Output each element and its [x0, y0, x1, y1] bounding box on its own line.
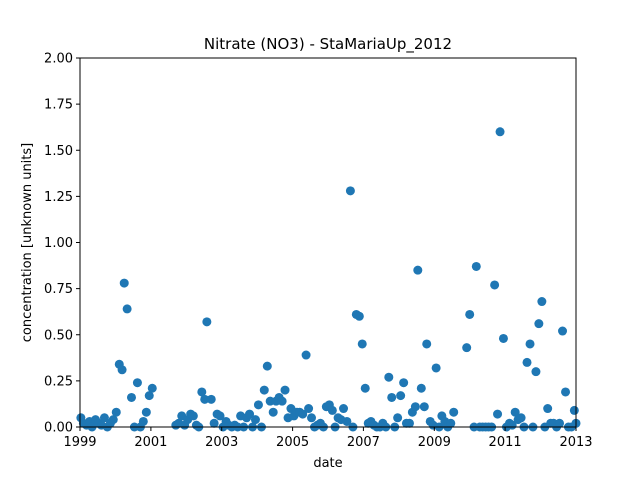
data-point	[413, 265, 423, 275]
data-point	[262, 361, 272, 371]
data-point	[250, 415, 260, 425]
data-point	[431, 363, 441, 373]
data-point	[280, 385, 290, 395]
data-point	[387, 392, 397, 402]
data-point	[410, 402, 420, 412]
data-point	[510, 407, 520, 417]
data-point	[138, 416, 148, 426]
data-point	[298, 409, 308, 419]
data-point	[259, 385, 269, 395]
y-tick-label: 1.25	[44, 190, 73, 205]
data-point	[147, 383, 157, 393]
data-point	[277, 396, 287, 406]
data-point	[307, 413, 317, 423]
data-point	[360, 383, 370, 393]
data-point	[516, 413, 526, 423]
data-point	[122, 304, 132, 314]
data-point	[404, 418, 414, 428]
data-point	[396, 391, 406, 401]
data-point	[345, 186, 355, 196]
data-point	[197, 387, 207, 397]
data-point	[393, 413, 403, 423]
x-tick-label: 2003	[205, 435, 238, 450]
data-point	[108, 415, 118, 425]
y-axis-label: concentration [unknown units]	[20, 143, 35, 342]
data-point	[462, 343, 472, 353]
data-point	[117, 365, 127, 375]
data-point	[253, 400, 263, 410]
data-point	[132, 378, 142, 388]
x-axis-label: date	[313, 456, 342, 471]
data-point	[465, 309, 475, 319]
x-tick-label: 2009	[418, 435, 451, 450]
data-point	[111, 407, 121, 417]
y-tick-label: 2.00	[44, 52, 73, 67]
data-point	[357, 339, 367, 349]
data-point	[498, 333, 508, 343]
y-tick-label: 0.75	[44, 282, 73, 297]
data-point	[141, 407, 151, 417]
data-point	[543, 404, 553, 414]
data-point	[422, 339, 432, 349]
x-tick-label: 2001	[134, 435, 167, 450]
data-point	[416, 383, 426, 393]
y-tick-label: 0.50	[44, 328, 73, 343]
x-tick-label: 2011	[489, 435, 522, 450]
data-point	[495, 127, 505, 137]
data-point	[537, 297, 547, 307]
plot-frame	[79, 57, 577, 428]
data-point	[339, 404, 349, 414]
data-point	[268, 407, 278, 417]
data-point	[99, 413, 109, 423]
data-point	[446, 418, 456, 428]
data-point	[449, 407, 459, 417]
x-tick-label: 1999	[63, 435, 96, 450]
x-tick-label: 2013	[559, 435, 592, 450]
data-point	[525, 339, 535, 349]
y-tick-label: 0.00	[44, 421, 73, 436]
data-point	[531, 367, 541, 377]
data-point	[342, 416, 352, 426]
data-point	[206, 394, 216, 404]
x-tick-label: 2007	[347, 435, 380, 450]
data-point	[558, 326, 568, 336]
data-point	[202, 317, 212, 327]
y-tick-label: 0.25	[44, 374, 73, 389]
data-point	[399, 378, 409, 388]
data-point	[561, 387, 571, 397]
data-point	[127, 392, 136, 402]
data-point	[304, 404, 314, 414]
data-point	[419, 402, 429, 412]
y-tick-label: 1.50	[44, 144, 73, 159]
data-point	[209, 418, 219, 428]
data-point	[471, 261, 481, 271]
data-point	[493, 409, 503, 419]
x-axis-ticks: 1999 2001 2003 2005 2007 2009 2011 2013	[63, 427, 593, 450]
chart-title: Nitrate (NO3) - StaMariaUp_2012	[204, 35, 452, 54]
data-point	[144, 391, 154, 401]
plot-area	[80, 58, 576, 427]
data-point	[245, 409, 255, 419]
data-point	[555, 418, 565, 428]
y-axis-ticks: 0.00 0.25 0.50 0.75 1.00 1.25 1.50 1.75 2.00	[44, 52, 80, 436]
data-point	[188, 411, 198, 421]
data-point	[490, 280, 500, 290]
data-point	[327, 405, 337, 415]
data-point	[119, 278, 129, 288]
data-point	[301, 350, 311, 360]
data-point	[215, 411, 225, 421]
data-point	[522, 357, 532, 367]
data-point	[354, 311, 364, 321]
data-point	[569, 405, 579, 415]
y-tick-label: 1.00	[44, 236, 73, 251]
x-tick-label: 2005	[276, 435, 309, 450]
data-point	[384, 372, 394, 382]
data-point	[534, 319, 544, 329]
y-tick-label: 1.75	[44, 98, 73, 113]
data-point	[200, 394, 210, 404]
